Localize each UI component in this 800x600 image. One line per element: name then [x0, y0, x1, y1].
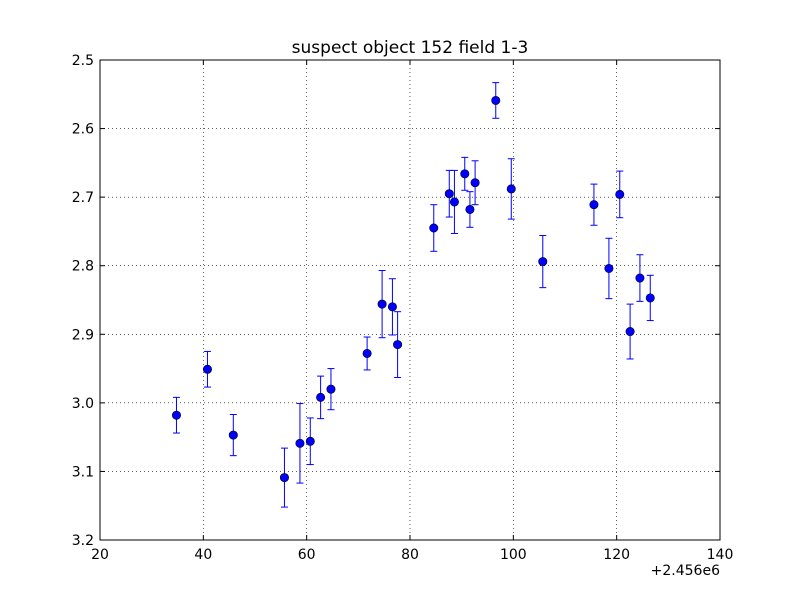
data-point [604, 263, 614, 273]
x-tick-label: 120 [603, 547, 630, 563]
y-tick-label: 3.0 [72, 396, 94, 412]
data-points [171, 95, 655, 483]
y-tick-label: 3.2 [72, 533, 94, 549]
data-point [491, 95, 501, 105]
data-point [429, 223, 439, 233]
y-tick-label: 2.8 [72, 259, 94, 275]
y-tick-label: 3.1 [72, 464, 94, 480]
x-tick-label: 40 [194, 547, 212, 563]
y-tick-label: 2.9 [72, 327, 94, 343]
data-point [589, 200, 599, 210]
data-point [295, 438, 305, 448]
data-point [625, 327, 635, 337]
data-point [465, 204, 475, 214]
data-point [506, 184, 516, 194]
data-point [305, 436, 315, 446]
data-point [444, 189, 454, 199]
data-point [645, 293, 655, 303]
data-point [326, 384, 336, 394]
y-axis: 2.5 2.6 2.7 2.8 2.9 3.0 3.1 3.2 [72, 53, 720, 549]
data-point [279, 473, 289, 483]
data-point [635, 273, 645, 283]
data-point [538, 257, 548, 267]
data-point [316, 392, 326, 402]
data-point [202, 364, 212, 374]
data-point [377, 299, 387, 309]
x-tick-label: 20 [91, 547, 109, 563]
x-tick-label: 60 [298, 547, 316, 563]
data-point [171, 410, 181, 420]
data-point [449, 197, 459, 207]
data-point [228, 430, 238, 440]
data-point [470, 178, 480, 188]
y-tick-label: 2.7 [72, 190, 94, 206]
chart-title: suspect object 152 field 1-3 [292, 38, 529, 58]
x-tick-label: 140 [707, 547, 734, 563]
data-point [393, 340, 403, 350]
x-offset-label: +2.456e6 [651, 563, 720, 579]
data-point [615, 189, 625, 199]
data-point [460, 169, 470, 179]
data-point [362, 348, 372, 358]
data-point [387, 302, 397, 312]
x-axis: 20 40 60 80 100 120 140 [91, 60, 733, 563]
x-tick-label: 100 [500, 547, 527, 563]
y-tick-label: 2.5 [72, 53, 94, 69]
y-tick-label: 2.6 [72, 122, 94, 138]
x-tick-label: 80 [401, 547, 419, 563]
